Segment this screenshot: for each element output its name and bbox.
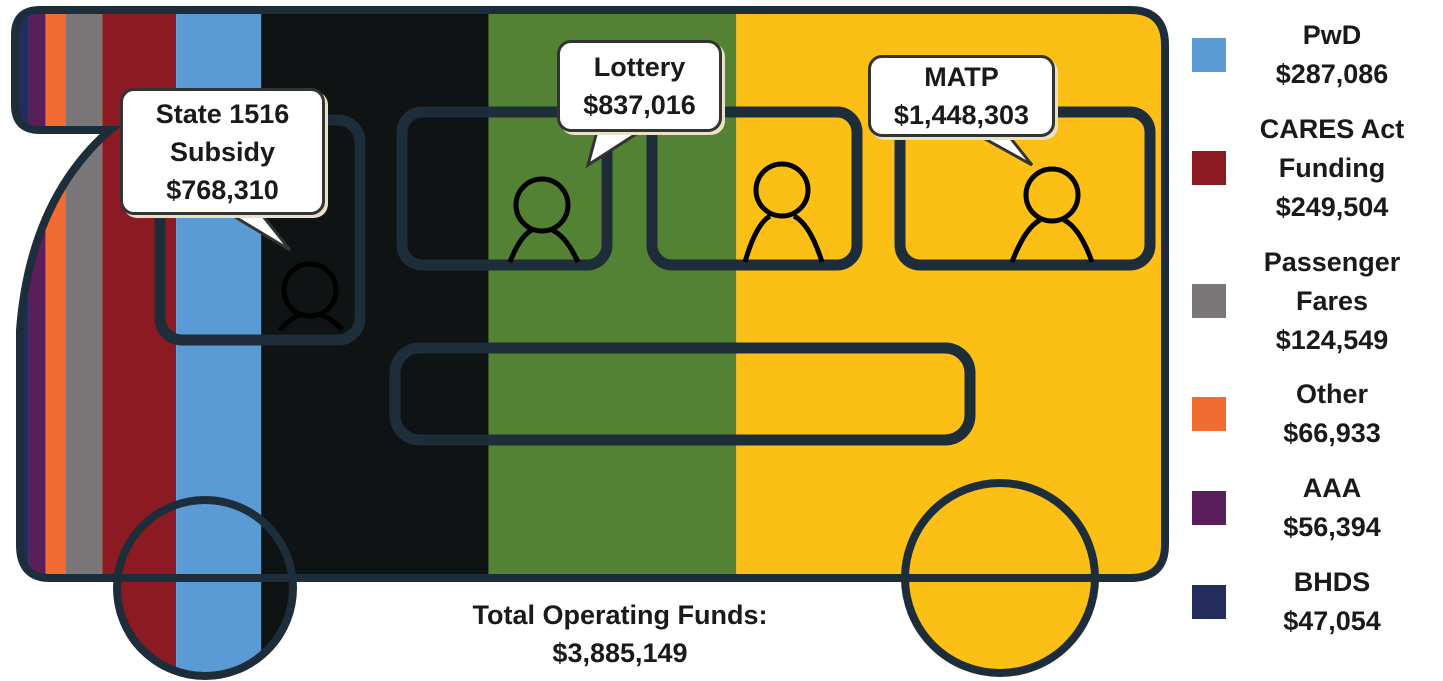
legend-value: $124,549 — [1275, 324, 1389, 355]
legend-text: Other $66,933 — [1232, 375, 1432, 453]
callout-value: $837,016 — [583, 90, 696, 120]
legend-value: $56,394 — [1283, 512, 1381, 543]
legend-value: $287,086 — [1275, 59, 1389, 89]
callout: Lottery $837,016 — [557, 40, 722, 132]
legend-swatch — [1192, 284, 1226, 319]
legend-name: CARES Act Funding — [1259, 113, 1405, 183]
legend-swatch — [1192, 397, 1226, 432]
legend-item: AAA $56,394 — [1192, 469, 1437, 547]
callout-name: MATP — [924, 62, 999, 92]
total: Total Operating Funds: $3,885,149 — [420, 596, 820, 672]
legend-name: Other — [1295, 379, 1368, 410]
legend-item: Other $66,933 — [1192, 375, 1437, 453]
legend-text: AAA $56,394 — [1232, 469, 1432, 547]
callout-name: State 1516 Subsidy — [155, 98, 290, 167]
legend-text: BHDS $47,054 — [1232, 563, 1432, 641]
callout-name: Lottery — [593, 52, 686, 82]
bus-outline — [11, 6, 1169, 680]
legend-swatch — [1192, 38, 1226, 72]
legend-swatch — [1192, 584, 1226, 619]
legend-item: CARES Act Funding $249,504 — [1192, 110, 1437, 227]
callout: State 1516 Subsidy $768,310 — [120, 88, 325, 215]
legend-item: PwD $287,086 — [1192, 16, 1437, 94]
legend-name: BHDS — [1293, 566, 1371, 597]
legend-name: Passenger Fares — [1263, 246, 1401, 316]
legend-name: PwD — [1302, 20, 1362, 50]
legend-value: $66,933 — [1283, 418, 1381, 449]
legend-item: BHDS $47,054 — [1192, 563, 1437, 641]
legend: PwD $287,086 CARES Act Funding $249,504 Pass… — [1192, 16, 1437, 641]
legend-text: CARES Act Funding $249,504 — [1232, 110, 1432, 227]
passengers — [278, 161, 1095, 332]
segment — [65, 10, 103, 676]
callout-value: $1,448,303 — [893, 100, 1030, 130]
total-label: Total Operating Funds: — [472, 600, 768, 630]
legend-value: $249,504 — [1275, 191, 1389, 222]
legend-text: Passenger Fares $124,549 — [1232, 243, 1432, 360]
total-value: $3,885,149 — [552, 638, 688, 668]
legend-text: PwD $287,086 — [1232, 16, 1432, 94]
legend-swatch — [1192, 151, 1226, 186]
callout: MATP $1,448,303 — [868, 55, 1055, 137]
legend-swatch — [1192, 491, 1226, 526]
legend-name: AAA — [1302, 473, 1362, 504]
legend-value: $47,054 — [1283, 605, 1381, 636]
callout-value: $768,310 — [166, 174, 279, 205]
legend-item: Passenger Fares $124,549 — [1192, 243, 1437, 360]
